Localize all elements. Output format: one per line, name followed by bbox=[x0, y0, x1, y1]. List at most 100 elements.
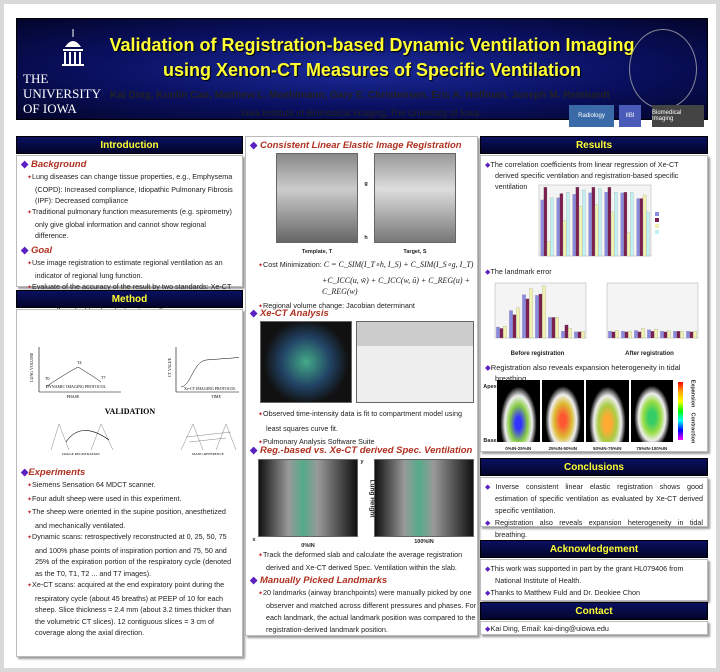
bar bbox=[693, 331, 697, 339]
image-registration-label: IMAGE REGISTRATION bbox=[62, 452, 100, 456]
bar bbox=[591, 187, 596, 257]
phase-label: 0%IN-25%IN bbox=[505, 446, 532, 451]
bar bbox=[680, 331, 684, 339]
template-label: Template, T bbox=[301, 249, 333, 255]
poster: THE UNIVERSITY OF IOWA Validation of Regis… bbox=[4, 4, 716, 668]
expansion-map-image bbox=[586, 380, 629, 442]
xe-analysis-heading: Xe-CT Analysis bbox=[259, 308, 329, 319]
landmark-error-text: The landmark error bbox=[485, 266, 552, 277]
bar bbox=[556, 197, 560, 257]
bar bbox=[626, 232, 631, 257]
g-label: g bbox=[364, 181, 368, 187]
bar bbox=[509, 310, 513, 339]
bar bbox=[564, 324, 569, 339]
spec-ventilation-heading: Reg.-based vs. Xe-CT derived Spec. Venti… bbox=[259, 445, 473, 456]
method-diagram: LUNG VOLUME PHASE DYNAMIC IMAGING PROTOC… bbox=[29, 347, 256, 456]
list-item: Observed time-intensity data is fit to c… bbox=[252, 407, 477, 435]
list-item: Siemens Sensation 64 MDCT scanner. bbox=[21, 479, 238, 493]
colorbar bbox=[678, 382, 683, 440]
bar bbox=[574, 331, 578, 339]
list-item: 20 landmarks (airway branchpoints) were … bbox=[252, 587, 477, 636]
list-item: The sheep were oriented in the supine po… bbox=[21, 506, 238, 531]
phase-label: 50%IN-75%IN bbox=[592, 446, 622, 451]
acknowledgement-box: This work was supported in part by the g… bbox=[480, 559, 708, 601]
bar bbox=[630, 192, 634, 257]
bar bbox=[641, 328, 645, 339]
contact-header: Contact bbox=[480, 602, 708, 620]
base-label: Base bbox=[483, 438, 497, 444]
bar bbox=[624, 331, 629, 339]
bar bbox=[663, 331, 668, 339]
legend-swatch bbox=[655, 218, 659, 222]
list-item: Regional volume change: Jacobian determi… bbox=[252, 300, 477, 313]
xe-ct-analysis-screenshot bbox=[260, 321, 352, 403]
bar bbox=[566, 192, 570, 257]
bar bbox=[588, 192, 592, 257]
poster-title: Validation of Registration-based Dynamic… bbox=[109, 35, 635, 80]
middle-column-box: ◆ Consistent Linear Elastic Image Regist… bbox=[245, 136, 478, 636]
dynamic-protocol-label: DYNAMIC IMAGING PROTOCOL bbox=[46, 384, 106, 389]
bar bbox=[614, 192, 618, 257]
old-capitol-icon bbox=[62, 29, 84, 66]
target-label: Target, S bbox=[403, 249, 427, 255]
results-header: Results bbox=[480, 136, 708, 154]
ct-slab-0-in-image bbox=[258, 459, 358, 537]
bar bbox=[543, 187, 548, 257]
contact-email: Kai Ding, Email: kai-ding@uiowa.edu bbox=[485, 623, 703, 634]
expansion-map-image bbox=[541, 380, 584, 442]
list-item: Traditional pulmonary function measureme… bbox=[21, 206, 238, 241]
bar bbox=[522, 294, 526, 339]
xe-ct-software-screenshot bbox=[356, 321, 474, 403]
t7-label: T7 bbox=[101, 375, 105, 380]
t0-label: T0 bbox=[45, 376, 49, 381]
correlation-bar-chart bbox=[538, 184, 659, 257]
bar bbox=[611, 331, 616, 339]
correlation-text: The correlation coefficients from linear… bbox=[485, 159, 703, 192]
bar bbox=[650, 331, 655, 339]
bar bbox=[667, 330, 671, 339]
list-item: Xe-CT scans: acquired at the end expirat… bbox=[21, 579, 238, 639]
list-item: Dynamic scans: retrospectively reconstru… bbox=[21, 531, 238, 579]
expansion-map-image bbox=[497, 380, 540, 442]
bar bbox=[689, 331, 694, 339]
ct-slab-100-in-image bbox=[374, 459, 474, 537]
bar bbox=[562, 220, 567, 257]
contact-box: Kai Ding, Email: kai-ding@uiowa.edu bbox=[480, 621, 708, 635]
bar bbox=[660, 331, 664, 339]
bar bbox=[608, 331, 612, 339]
bar bbox=[551, 317, 556, 339]
bar bbox=[623, 192, 628, 257]
title-banner: THE UNIVERSITY OF IOWA Validation of Regis… bbox=[16, 18, 708, 120]
bar bbox=[555, 317, 559, 339]
legend-swatch bbox=[655, 230, 659, 234]
template-ct-image bbox=[276, 153, 358, 243]
cost-equation-line2: +C_ICC(u, w̃) + C_ICC(w, ũ) + C_REG(u) +… bbox=[322, 276, 470, 296]
results-box: The correlation coefficients from linear… bbox=[480, 155, 708, 452]
100-in-label: 100%IN bbox=[414, 539, 434, 545]
introduction-header: Introduction bbox=[16, 136, 243, 154]
bar bbox=[582, 189, 586, 257]
t4-label: T4 bbox=[77, 360, 81, 365]
list-item: Inverse consistent linear elastic regist… bbox=[485, 481, 703, 517]
legend-swatch bbox=[655, 224, 659, 228]
bar bbox=[594, 204, 599, 257]
bar bbox=[676, 331, 681, 339]
authors: Kai Ding, Kunlin Cao, Matthew L. Moehlma… bbox=[110, 90, 610, 101]
bar bbox=[561, 331, 565, 339]
landmark-error-before-chart bbox=[494, 282, 587, 339]
phase-label: PHASE bbox=[67, 394, 80, 399]
iibi-logo: IIBI bbox=[619, 105, 641, 127]
list-item: Four adult sheep were used in this exper… bbox=[21, 493, 238, 507]
expansion-label: Expansion bbox=[689, 379, 696, 408]
method-header: Method bbox=[16, 290, 243, 308]
cost-label: Cost Minimization: bbox=[263, 260, 322, 269]
bar bbox=[636, 198, 640, 257]
bar bbox=[620, 192, 624, 257]
lung-height-label: Lung Height bbox=[368, 479, 376, 518]
bar bbox=[575, 187, 580, 257]
bar bbox=[503, 326, 507, 339]
legend-swatch bbox=[655, 212, 659, 216]
bar bbox=[598, 188, 602, 257]
list-item: Track the deformed slab and calculate th… bbox=[252, 549, 477, 574]
bar bbox=[548, 317, 552, 339]
